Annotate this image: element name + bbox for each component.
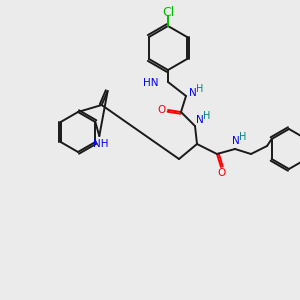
Text: O: O [218,168,226,178]
Text: O: O [158,105,166,115]
Text: N: N [189,88,197,98]
Text: Cl: Cl [162,5,174,19]
Text: HN: HN [142,78,158,88]
Text: H: H [203,111,211,121]
Text: H: H [239,132,247,142]
Text: N: N [196,115,204,125]
Text: NH: NH [93,139,108,149]
Text: N: N [232,136,240,146]
Text: H: H [196,84,204,94]
